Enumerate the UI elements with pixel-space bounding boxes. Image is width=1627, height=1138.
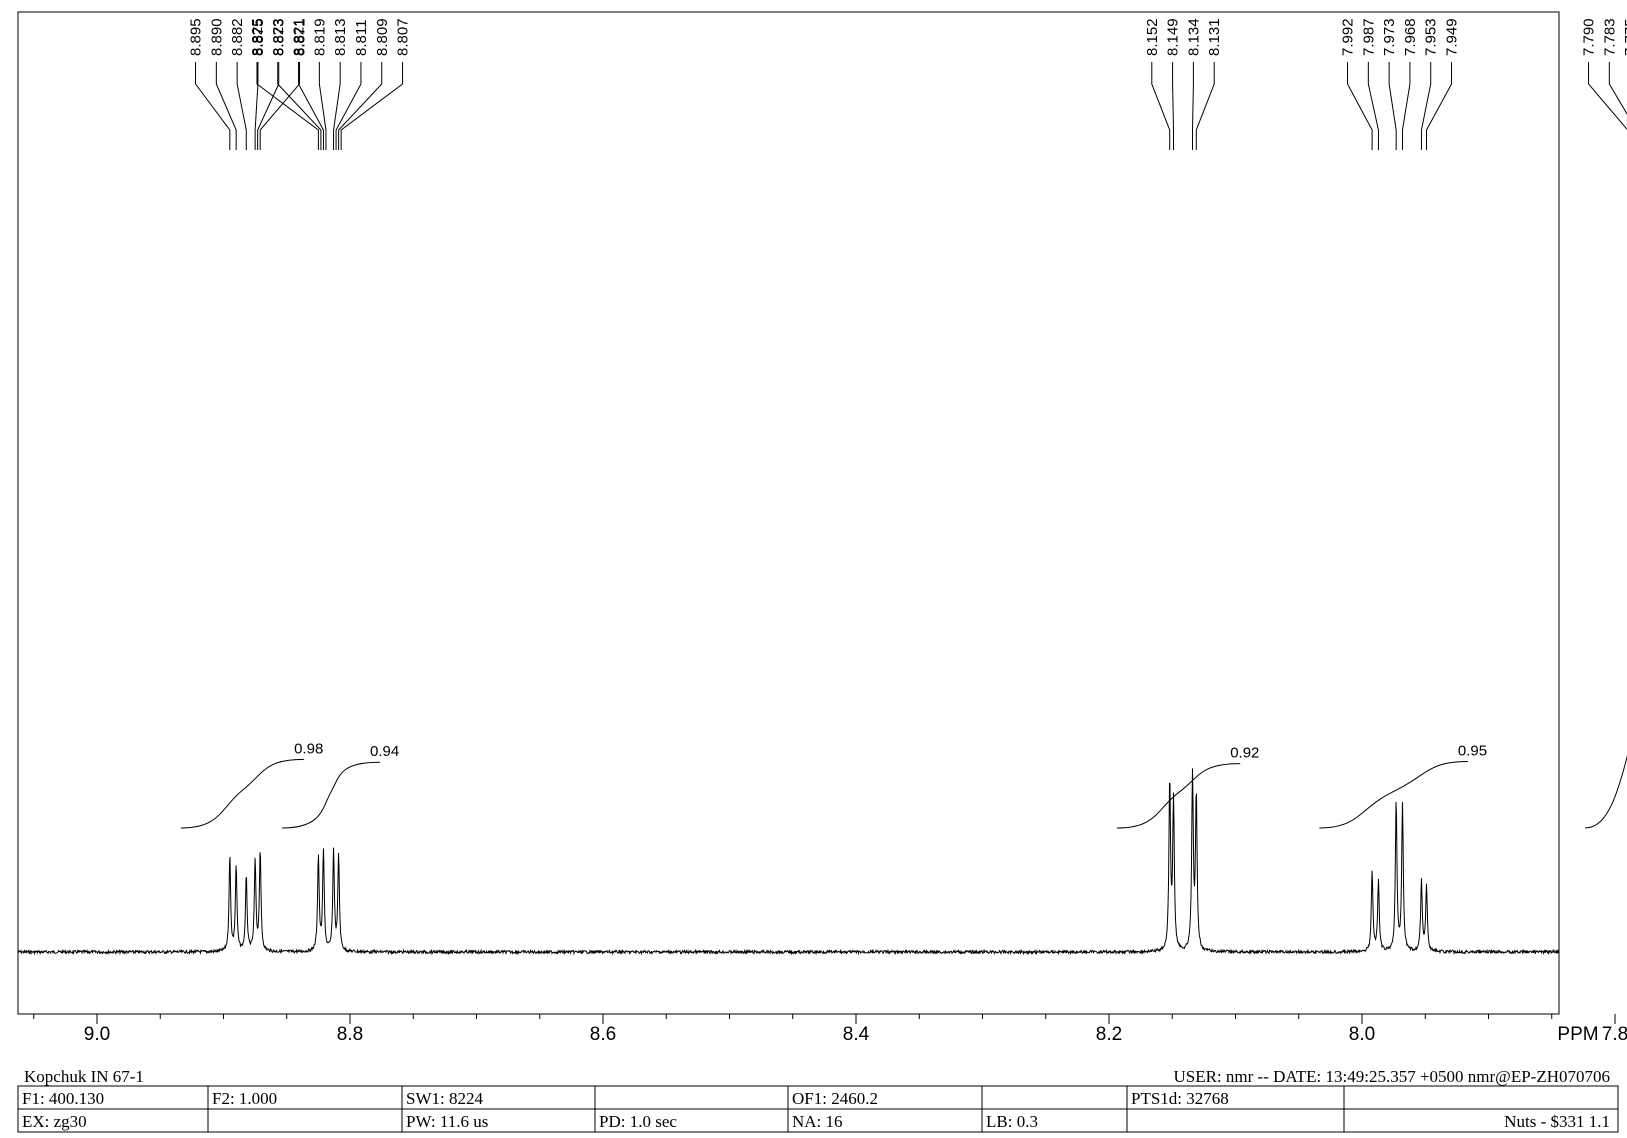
parameter-cell: OF1: 2460.2 — [792, 1089, 878, 1108]
peak-shift-label: 8.821 — [291, 18, 308, 56]
peak-shift-label: 8.871 — [292, 18, 309, 56]
peak-shift-label: 7.783 — [1601, 18, 1618, 56]
x-tick-label: 8.2 — [1096, 1024, 1122, 1045]
peak-shift-label: 8.825 — [249, 18, 266, 56]
integral-value: 0.98 — [294, 740, 323, 757]
peak-shift-label: 8.149 — [1165, 18, 1182, 56]
peak-shift-label: 7.992 — [1340, 18, 1357, 56]
peak-shift-label: 8.823 — [270, 18, 287, 56]
parameter-cell: LB: 0.3 — [986, 1112, 1038, 1131]
x-tick-label: 8.8 — [337, 1024, 363, 1045]
peak-shift-label: 8.819 — [311, 18, 328, 56]
peak-leader-line — [195, 62, 231, 150]
parameter-cell: F2: 1.000 — [212, 1089, 277, 1108]
integral-value: 0.92 — [1230, 745, 1259, 762]
peak-shift-label: 8.134 — [1185, 18, 1202, 56]
integral-value: 0.95 — [1458, 743, 1487, 760]
sample-name: Kopchuk IN 67-1 — [24, 1067, 144, 1086]
peak-leader-line — [254, 62, 259, 150]
plot-frame — [17, 11, 1560, 1015]
x-tick-label: 8.0 — [1349, 1024, 1375, 1045]
x-axis-label: PPM — [1557, 1024, 1598, 1045]
spectrum-trace — [17, 768, 1560, 956]
integral-curve — [1116, 763, 1241, 829]
peak-shift-label: 8.895 — [188, 18, 205, 56]
peak-leader-line — [1347, 62, 1373, 150]
parameter-cell: PW: 11.6 us — [406, 1112, 488, 1131]
peak-leader-line — [215, 62, 237, 150]
x-tick-label: 9.0 — [84, 1024, 110, 1045]
integral-value: 0.94 — [370, 743, 399, 760]
peak-leader-line — [298, 62, 324, 150]
x-tick-label: 7.8 — [1602, 1024, 1627, 1045]
peak-leader-line — [1588, 62, 1627, 131]
parameter-cell: PD: 1.0 sec — [599, 1112, 677, 1131]
parameter-cell: PTS1d: 32768 — [1131, 1089, 1229, 1108]
peak-shift-label: 7.973 — [1381, 18, 1398, 56]
x-axis-ticks: 9.08.88.68.48.28.07.87.67.4 — [33, 1014, 1627, 1045]
peak-shift-label: 7.953 — [1423, 18, 1440, 56]
peak-leader-line — [1195, 62, 1215, 150]
parameter-cells: F1: 400.130 F2: 1.000 SW1: 8224 OF1: 2460.2… — [22, 1086, 1610, 1132]
user-date-line: USER: nmr -- DATE: 13:49:25.357 +0500 nm… — [1173, 1067, 1610, 1086]
peak-shift-label: 8.152 — [1144, 18, 1161, 56]
peak-shift-label: 7.968 — [1402, 18, 1419, 56]
x-tick-label: 8.4 — [843, 1024, 870, 1045]
integral-curve — [180, 758, 305, 829]
peak-leader-line — [236, 62, 247, 150]
peak-leader-line — [1426, 62, 1453, 150]
parameter-cell: Nuts - $331 1.1 — [1504, 1112, 1610, 1131]
peak-shift-label: 7.790 — [1581, 18, 1598, 56]
parameter-cell: F1: 400.130 — [22, 1089, 104, 1108]
peak-shift-label: 7.987 — [1360, 18, 1377, 56]
peak-shift-label: 8.890 — [208, 18, 225, 56]
peak-leaders — [195, 62, 1627, 150]
peak-leader-line — [1401, 62, 1411, 150]
peak-leader-line — [318, 62, 327, 150]
parameter-cell: EX: zg30 — [22, 1112, 87, 1131]
integral-curve — [1319, 761, 1468, 829]
peak-leader-line — [333, 62, 341, 150]
peak-leader-line — [335, 62, 362, 150]
integrals: 0.980.940.920.955.003.29 — [180, 740, 1627, 829]
peak-leader-line — [277, 62, 322, 150]
peak-shift-label: 7.775 — [1622, 18, 1627, 56]
peak-shift-label: 8.131 — [1206, 18, 1223, 56]
peak-shift-label: 7.949 — [1444, 18, 1461, 56]
integral-curve — [1584, 755, 1627, 829]
peak-leader-line — [256, 62, 319, 150]
peak-shift-label: 8.811 — [353, 20, 370, 56]
peak-labels: 8.895 8.890 8.882 8.875 8.873 8.871 8.825 8.823… — [188, 18, 1627, 56]
x-tick-label: 8.6 — [590, 1024, 616, 1045]
parameter-cell: NA: 16 — [792, 1112, 843, 1131]
peak-leader-line — [1151, 62, 1171, 150]
peak-leader-line — [259, 62, 301, 150]
peak-leader-line — [1191, 62, 1194, 150]
peak-shift-label: 8.873 — [271, 18, 288, 56]
peak-leader-line — [340, 62, 404, 150]
peak-shift-label: 8.813 — [332, 18, 349, 56]
peak-leader-line — [338, 62, 383, 150]
peak-leader-line — [1388, 62, 1397, 150]
parameter-cell: SW1: 8224 — [406, 1089, 483, 1108]
peak-leader-line — [1420, 62, 1432, 150]
peak-leader-line — [1172, 62, 1175, 150]
peak-leader-line — [1608, 62, 1627, 115]
peak-leader-line — [1367, 62, 1379, 150]
peak-shift-label: 8.809 — [374, 18, 391, 56]
peak-leader-line — [257, 62, 280, 150]
peak-shift-label: 8.882 — [229, 18, 246, 56]
peak-shift-label: 8.875 — [250, 18, 267, 56]
peak-shift-label: 8.807 — [395, 18, 412, 56]
integral-curve — [282, 761, 381, 829]
